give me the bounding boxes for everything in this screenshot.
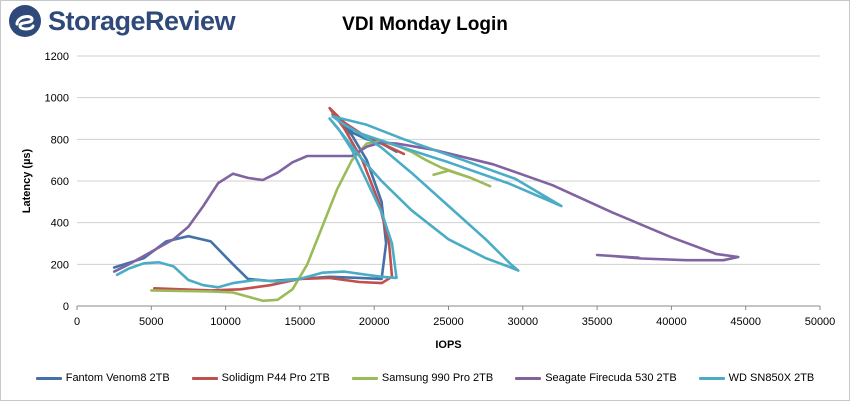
legend-swatch xyxy=(351,376,378,380)
x-tick-label: 45000 xyxy=(730,316,761,328)
axis-layer: 0 200 400 600 800 1000 1200 0 5000 10000 15000 2000… xyxy=(45,51,836,328)
y-tick-label: 200 xyxy=(51,259,69,271)
legend-swatch xyxy=(698,376,725,380)
brand-logo: StorageReview xyxy=(8,4,236,38)
y-axis-label: Latency (µs) xyxy=(21,148,33,213)
x-tick-label: 5000 xyxy=(139,316,163,328)
series-line-4 xyxy=(112,141,740,273)
y-tick-label: 800 xyxy=(51,134,69,146)
legend-item-2: Solidigm P44 Pro 2TB xyxy=(191,372,330,384)
x-tick-label: 40000 xyxy=(656,316,687,328)
legend-label: Fantom Venom8 2TB xyxy=(65,372,170,384)
x-tick-label: 10000 xyxy=(210,316,241,328)
x-tick-label: 0 xyxy=(74,316,80,328)
y-tick-label: 400 xyxy=(51,218,69,230)
brand-name: StorageReview xyxy=(48,5,236,36)
grid-layer xyxy=(77,55,820,307)
y-tick-label: 1200 xyxy=(45,51,69,63)
x-tick-label: 30000 xyxy=(508,316,539,328)
y-tick-label: 1000 xyxy=(45,93,69,105)
legend-item-5: WD SN850X 2TB xyxy=(698,372,815,384)
x-tick-label: 25000 xyxy=(433,316,464,328)
series-line-5 xyxy=(115,115,563,289)
legend-swatch xyxy=(515,376,542,380)
x-tick-label: 50000 xyxy=(805,316,836,328)
x-tick-label: 15000 xyxy=(285,316,316,328)
legend-swatch xyxy=(191,376,218,380)
legend-item-4: Seagate Firecuda 530 2TB xyxy=(515,372,677,384)
chart-legend: Fantom Venom8 2TB Solidigm P44 Pro 2TB Sam… xyxy=(0,372,850,384)
legend-label: Solidigm P44 Pro 2TB xyxy=(221,372,330,384)
legend-item-1: Fantom Venom8 2TB xyxy=(35,372,170,384)
x-axis-label: IOPS xyxy=(435,339,461,351)
legend-label: WD SN850X 2TB xyxy=(728,372,815,384)
x-tick-label: 20000 xyxy=(359,316,390,328)
y-tick-label: 0 xyxy=(63,301,69,313)
y-tick-label: 600 xyxy=(51,176,69,188)
legend-item-3: Samsung 990 Pro 2TB xyxy=(351,372,494,384)
legend-label: Samsung 990 Pro 2TB xyxy=(381,372,494,384)
x-tick-label: 35000 xyxy=(582,316,613,328)
chart-title: VDI Monday Login xyxy=(342,14,508,35)
legend-label: Seagate Firecuda 530 2TB xyxy=(545,372,677,384)
storagereview-logo-icon xyxy=(9,5,41,37)
legend-swatch xyxy=(35,376,62,380)
series-layer xyxy=(112,106,740,303)
